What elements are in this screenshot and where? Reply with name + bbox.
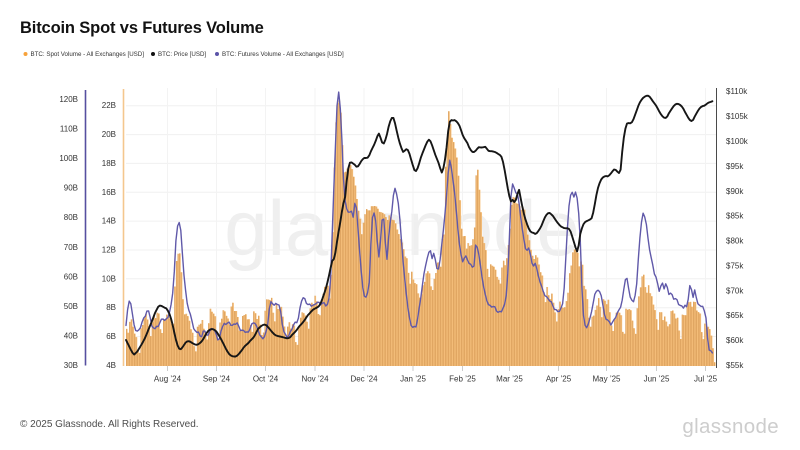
svg-text:Mar ’25: Mar ’25 [496,375,523,384]
svg-text:$100k: $100k [726,137,749,146]
svg-text:$70k: $70k [726,286,744,295]
svg-text:90B: 90B [64,184,78,193]
svg-text:120B: 120B [59,95,78,104]
svg-text:60B: 60B [64,272,78,281]
svg-text:8B: 8B [106,303,116,312]
svg-text:12B: 12B [102,246,116,255]
svg-text:Feb ’25: Feb ’25 [449,375,476,384]
svg-text:$95k: $95k [726,162,744,171]
svg-text:80B: 80B [64,213,78,222]
svg-text:Aug ’24: Aug ’24 [154,375,182,384]
svg-text:30B: 30B [64,361,78,370]
svg-text:$85k: $85k [726,212,744,221]
svg-text:Jan ’25: Jan ’25 [400,375,426,384]
svg-text:Oct ’24: Oct ’24 [253,375,279,384]
svg-text:Bitcoin Spot vs Futures Volume: Bitcoin Spot vs Futures Volume [20,19,264,37]
svg-text:© 2025 Glassnode. All Rights R: © 2025 Glassnode. All Rights Reserved. [20,419,199,430]
svg-text:Jun ’25: Jun ’25 [644,375,670,384]
svg-text:Jul ’25: Jul ’25 [694,375,718,384]
svg-text:18B: 18B [102,159,116,168]
svg-text:14B: 14B [102,217,116,226]
svg-text:$75k: $75k [726,261,744,270]
svg-text:110B: 110B [60,125,78,134]
svg-text:4B: 4B [106,361,116,370]
svg-text:10B: 10B [102,274,116,283]
svg-text:6B: 6B [106,332,116,341]
svg-text:May ’25: May ’25 [592,375,621,384]
svg-text:BTC: Spot Volume - All Exchang: BTC: Spot Volume - All Exchanges [USD] [31,51,145,58]
svg-text:22B: 22B [102,101,116,110]
svg-text:Nov ’24: Nov ’24 [301,375,329,384]
svg-text:100B: 100B [59,154,78,163]
svg-text:BTC: Futures Volume - All Exch: BTC: Futures Volume - All Exchanges [USD… [222,51,344,58]
svg-text:BTC: Price [USD]: BTC: Price [USD] [158,51,206,58]
svg-text:$110k: $110k [726,87,748,96]
svg-text:$80k: $80k [726,237,744,246]
svg-text:40B: 40B [64,331,78,340]
svg-text:20B: 20B [102,130,116,139]
svg-text:$60k: $60k [726,336,744,345]
svg-text:Dec ’24: Dec ’24 [350,375,378,384]
svg-text:$105k: $105k [726,112,749,121]
svg-text:Sep ’24: Sep ’24 [203,375,231,384]
svg-text:$90k: $90k [726,187,744,196]
svg-text:Apr ’25: Apr ’25 [546,375,572,384]
svg-text:$55k: $55k [726,361,744,370]
svg-text:70B: 70B [64,243,78,252]
svg-text:glassnode: glassnode [682,415,779,438]
svg-text:50B: 50B [64,302,78,311]
svg-text:$65k: $65k [726,311,744,320]
svg-text:16B: 16B [102,188,116,197]
